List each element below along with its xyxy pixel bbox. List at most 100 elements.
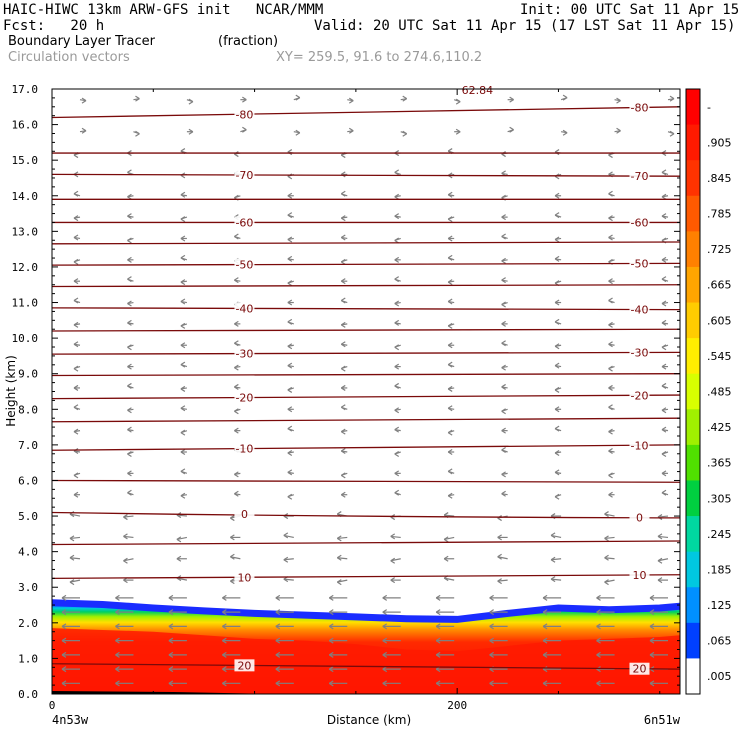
vector-arrowhead: [394, 169, 400, 176]
vector-arrowhead: [127, 363, 132, 370]
vector-arrowhead: [402, 130, 408, 137]
vector-arrowhead: [127, 382, 132, 389]
temperature-contour: [51, 417, 681, 423]
vector-arrowhead: [608, 341, 613, 348]
vector-arrowhead: [554, 406, 560, 413]
vector-arrowhead: [501, 446, 506, 454]
vector-arrowhead: [604, 535, 609, 542]
run-title: HAIC-HIWC 13km ARW-GFS init NCAR/MMM: [3, 2, 324, 18]
vector-arrowhead: [168, 594, 174, 601]
temperature-contour: [51, 511, 681, 519]
vector-arrowhead: [608, 190, 613, 197]
y-axis-title: Height (km): [4, 355, 18, 426]
circulation-vector: [337, 579, 348, 583]
vector-arrowhead: [115, 680, 120, 687]
colorbar-segment: [686, 195, 700, 232]
vector-arrowhead: [604, 554, 609, 561]
temperature-contour: [51, 307, 681, 311]
vector-arrowhead: [447, 235, 453, 242]
vector-arrowhead: [180, 448, 186, 456]
vector-arrowhead: [497, 553, 502, 560]
vector-arrowhead: [336, 554, 342, 561]
vector-arrowhead: [608, 278, 613, 285]
vector-arrowhead: [542, 680, 548, 687]
vector-arrowhead: [73, 365, 79, 372]
vector-arrowhead: [608, 472, 613, 479]
vector-arrowhead: [596, 623, 601, 630]
vector-arrowhead: [127, 319, 132, 326]
vector-arrowhead: [61, 637, 67, 644]
contour-label: 0: [241, 508, 248, 521]
circulation-vector: [176, 514, 187, 517]
vector-arrowhead: [340, 384, 346, 391]
colorbar-label: .665: [707, 279, 732, 292]
vector-arrowhead: [501, 301, 506, 308]
vector-arrowhead: [135, 95, 140, 102]
vector-arrowhead: [596, 637, 601, 644]
vector-arrowhead: [295, 94, 301, 101]
vector-arrowhead: [447, 405, 453, 412]
field-name: Boundary Layer Tracer: [8, 34, 155, 49]
vector-arrowhead: [554, 449, 560, 457]
vector-arrowhead: [340, 491, 346, 498]
circulation-vector: [604, 557, 615, 560]
contour-label-bg: [234, 442, 255, 455]
vector-arrowhead: [489, 651, 494, 658]
vector-arrowhead: [328, 637, 334, 644]
vector-arrowhead: [230, 553, 235, 560]
vector-arrowhead: [340, 278, 346, 285]
vector-arrowhead: [230, 534, 235, 541]
vector-arrowhead: [180, 361, 186, 368]
vector-arrowhead: [608, 297, 613, 304]
forecast-hour: Fcst: 20 h: [3, 18, 105, 34]
contour-label-bg: [629, 101, 650, 114]
vector-arrowhead: [382, 680, 388, 687]
vector-arrowhead: [501, 233, 506, 240]
vector-arrowhead: [168, 651, 174, 658]
vector-arrowhead: [340, 234, 346, 241]
vector-arrowhead: [61, 651, 67, 658]
circulation-vector: [657, 515, 669, 518]
vector-arrowhead: [554, 469, 560, 476]
colorbar-segment: [686, 516, 700, 553]
vector-arrowhead: [287, 192, 293, 199]
vector-arrowhead: [61, 594, 67, 601]
contour-label: 10: [632, 569, 646, 582]
vector-arrowhead: [180, 492, 186, 499]
colorbar-label: .725: [707, 243, 732, 256]
xy-coords: XY= 259.5, 91.6 to 274.6,110.2: [276, 50, 483, 65]
vector-arrowhead: [180, 254, 186, 261]
vector-arrowhead: [180, 429, 186, 436]
circulation-vector: [123, 558, 134, 562]
contour-label-bg: [234, 216, 255, 229]
vector-arrowhead: [554, 255, 560, 262]
contour-label: -60: [630, 216, 648, 229]
vector-arrowhead: [115, 651, 120, 658]
vector-arrowhead: [115, 637, 120, 644]
vector-arrowhead: [447, 298, 453, 305]
vector-arrowhead: [234, 490, 239, 497]
terrain: [52, 691, 275, 694]
contour-label-bg: [629, 569, 650, 582]
vector-arrowhead: [501, 490, 506, 497]
vector-arrowhead: [550, 556, 556, 563]
vector-arrowhead: [501, 383, 506, 390]
tracer-layer-top: [51, 599, 681, 623]
contour-label-bg: [629, 511, 650, 524]
vector-arrowhead: [61, 666, 67, 673]
y-tick-label: 2.0: [18, 617, 38, 630]
vector-arrowhead: [168, 609, 174, 616]
contour-label: -40: [235, 302, 253, 315]
vector-arrowhead: [657, 533, 663, 540]
vector-arrowhead: [542, 623, 548, 630]
vector-arrowhead: [382, 651, 388, 658]
vector-arrowhead: [73, 428, 79, 435]
vector-arrowhead: [180, 216, 186, 223]
vector-arrowhead: [127, 489, 132, 496]
vector-arrowhead: [447, 279, 453, 286]
vector-arrowhead: [394, 344, 400, 351]
circulation-vector: [69, 513, 81, 517]
vector-arrowhead: [554, 425, 560, 432]
y-tick-label: 1.0: [18, 652, 38, 665]
vector-arrowhead: [661, 450, 667, 458]
